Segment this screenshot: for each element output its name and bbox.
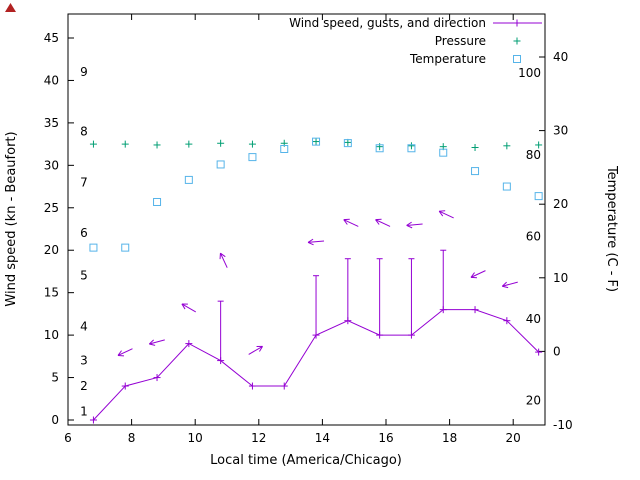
beaufort-label: 6 <box>80 226 88 240</box>
wind-direction-arrow <box>149 339 165 345</box>
left-tick-label: 10 <box>44 328 59 342</box>
left-tick-label: 40 <box>44 73 59 87</box>
left-tick-label: 20 <box>44 243 59 257</box>
beaufort-label: 1 <box>80 405 88 419</box>
beaufort-label: 7 <box>80 175 88 189</box>
wind-direction-arrow <box>308 240 325 243</box>
wind-direction-arrow <box>117 348 133 356</box>
legend-label: Temperature <box>409 52 486 66</box>
x-tick-label: 14 <box>315 431 330 445</box>
x-tick-label: 18 <box>442 431 457 445</box>
wind-direction-arrowhead <box>406 224 413 229</box>
temperature-point <box>121 243 130 252</box>
temperature-point <box>439 148 448 157</box>
right-tick-label: 10 <box>553 271 568 285</box>
temperature-point <box>216 160 225 169</box>
right-axis-title: Temperature (C - F) <box>604 165 619 292</box>
fahrenheit-label: 20 <box>526 394 541 408</box>
beaufort-label: 5 <box>80 269 88 283</box>
left-tick-label: 15 <box>44 286 59 300</box>
right-tick-label: 40 <box>553 50 568 64</box>
temperature-point <box>502 182 511 191</box>
left-tick-label: 45 <box>44 31 59 45</box>
right-tick-label: 30 <box>553 124 568 138</box>
beaufort-label: 3 <box>80 354 88 368</box>
beaufort-label: 8 <box>80 124 88 138</box>
corner-marker-icon <box>5 3 16 12</box>
beaufort-label: 4 <box>80 320 88 334</box>
wind-direction-arrowhead <box>502 285 509 289</box>
x-tick-label: 20 <box>506 431 521 445</box>
wind-direction-arrowhead <box>220 252 226 258</box>
right-tick-label: 0 <box>553 344 561 358</box>
x-tick-label: 12 <box>251 431 266 445</box>
temperature-point <box>184 175 193 184</box>
left-tick-label: 0 <box>51 413 59 427</box>
plot-border <box>67 13 546 426</box>
right-tick-label: 20 <box>553 197 568 211</box>
wind-direction-arrowhead <box>406 221 412 226</box>
left-tick-label: 25 <box>44 201 59 215</box>
legend-label: Pressure <box>435 34 486 48</box>
wind-direction-arrowhead <box>438 210 444 217</box>
wind-direction-arrow <box>343 219 359 227</box>
wind-direction-arrowhead <box>148 339 154 345</box>
wind-direction-arrow <box>375 219 391 227</box>
left-tick-label: 5 <box>51 371 59 385</box>
left-tick-label: 35 <box>44 116 59 130</box>
wind-direction-arrowhead <box>307 241 314 246</box>
wind-direction-arrowhead <box>258 346 263 352</box>
wind-direction-arrowhead <box>375 219 380 225</box>
left-axis-title: Wind speed (kn - Beaufort) <box>4 131 19 306</box>
x-tick-label: 6 <box>64 431 72 445</box>
wind-direction-arrowhead <box>343 219 348 225</box>
wind-direction-arrow <box>406 223 423 226</box>
wind-direction-arrow <box>248 345 263 355</box>
wind-direction-arrow <box>219 252 228 268</box>
wind-direction-arrow <box>470 270 486 278</box>
legend-label: Wind speed, gusts, and direction <box>289 16 486 30</box>
temperature-point <box>312 137 321 146</box>
fahrenheit-label: 40 <box>526 312 541 326</box>
wind-direction-arrowhead <box>149 343 156 346</box>
temperature-point <box>534 192 543 201</box>
temperature-point <box>471 167 480 176</box>
beaufort-label: 9 <box>80 65 88 79</box>
temperature-point <box>89 243 98 252</box>
legend-marker-temperature <box>513 55 521 63</box>
temperature-point <box>407 144 416 153</box>
x-tick-label: 8 <box>128 431 136 445</box>
temperature-point <box>343 139 352 148</box>
x-tick-label: 10 <box>188 431 203 445</box>
wind-direction-arrowhead <box>117 350 122 356</box>
x-axis-title: Local time (America/Chicago) <box>210 453 402 468</box>
fahrenheit-label: 60 <box>526 230 541 244</box>
wind-direction-arrowhead <box>501 281 507 287</box>
fahrenheit-label: 80 <box>526 148 541 162</box>
temperature-point <box>248 153 257 162</box>
wind-direction-arrow <box>502 281 518 287</box>
x-tick-label: 16 <box>378 431 393 445</box>
left-tick-label: 30 <box>44 158 59 172</box>
wind-direction-arrowhead <box>470 272 475 278</box>
temperature-point <box>153 197 162 206</box>
right-tick-label: -10 <box>553 418 573 432</box>
fahrenheit-label: 100 <box>518 66 541 80</box>
beaufort-label: 2 <box>80 379 88 393</box>
wind-direction-arrow <box>438 210 454 219</box>
wind-direction-arrowhead <box>181 303 186 310</box>
wind-direction-arrowhead <box>307 238 314 243</box>
wind-direction-arrow <box>181 303 197 313</box>
chart-generated-content: 6 8 10 12 14 16 18 20051015202530354045-1001020… <box>44 13 573 445</box>
temperature-point <box>280 145 289 153</box>
temperature-point <box>375 144 384 153</box>
